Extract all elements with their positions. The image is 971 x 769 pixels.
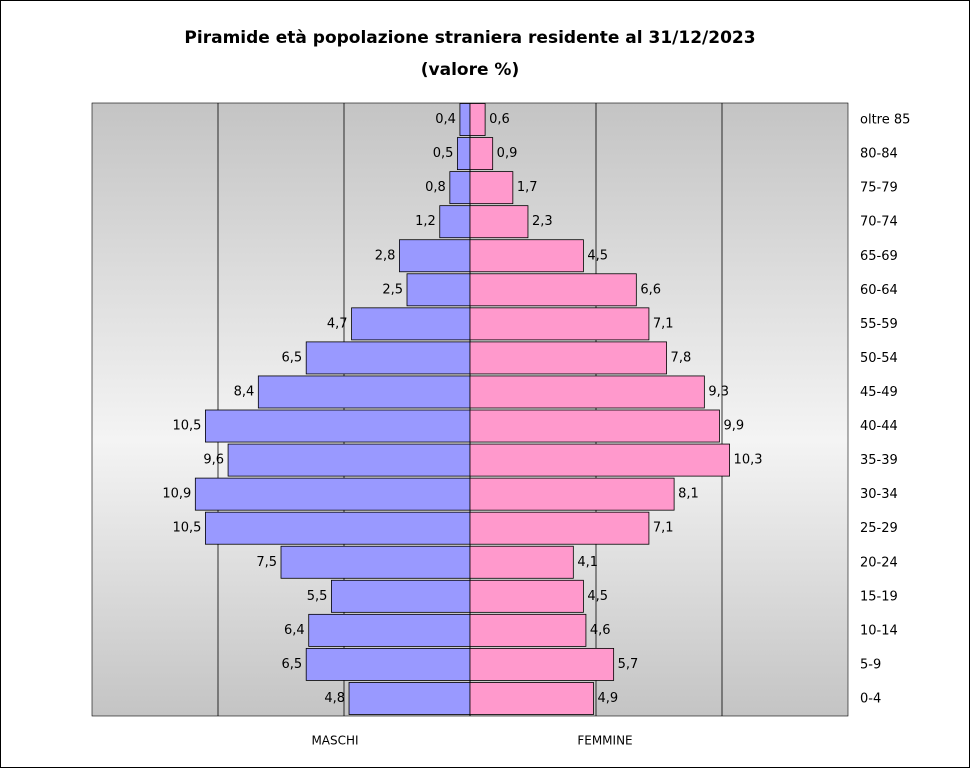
bar (204, 511, 471, 545)
bar (305, 647, 471, 681)
value-label: 8,4 (234, 384, 255, 399)
y-tick-label: 25-29 (860, 521, 898, 536)
bar (469, 647, 615, 681)
value-label: 4,1 (577, 555, 598, 570)
bar (469, 613, 587, 647)
bar (469, 307, 650, 341)
value-label: 5,5 (307, 589, 328, 604)
bar (280, 545, 471, 579)
value-label: 2,8 (375, 248, 396, 263)
bar (194, 477, 471, 511)
y-tick-label: 5-9 (860, 657, 881, 672)
value-label: 10,5 (172, 419, 201, 434)
bar (469, 545, 574, 579)
bar (469, 511, 650, 545)
y-tick-label: 0-4 (860, 691, 881, 706)
bar (469, 443, 730, 477)
value-label: 10,3 (734, 453, 763, 468)
value-label: 4,9 (597, 691, 618, 706)
bar (348, 682, 471, 715)
y-tick-label: 45-49 (860, 385, 898, 400)
y-tick-label: 15-19 (860, 589, 898, 604)
value-label: 9,9 (723, 419, 744, 434)
y-tick-label: 30-34 (860, 487, 898, 502)
legend-label: FEMMINE (577, 734, 632, 748)
bar (469, 579, 584, 613)
value-label: 1,2 (415, 214, 436, 229)
bar (469, 409, 720, 443)
bar (406, 273, 471, 307)
value-label: 6,6 (640, 282, 661, 297)
chart-title: Piramide età popolazione straniera resid… (184, 28, 755, 48)
value-label: 7,1 (653, 316, 674, 331)
bar (257, 375, 471, 409)
bar (469, 375, 705, 409)
value-label: 6,5 (282, 657, 303, 672)
y-tick-label: 60-64 (860, 283, 898, 298)
bar (456, 137, 471, 171)
bar (469, 341, 667, 375)
bar (351, 307, 471, 341)
value-label: 4,7 (327, 316, 348, 331)
value-label: 0,6 (489, 112, 510, 127)
y-tick-label: 55-59 (860, 317, 898, 332)
value-label: 6,4 (284, 623, 305, 638)
bar (204, 409, 471, 443)
value-label: 4,5 (587, 589, 608, 604)
value-label: 5,7 (618, 657, 639, 672)
y-tick-label: 35-39 (860, 453, 898, 468)
value-label: 1,7 (517, 180, 538, 195)
value-label: 9,6 (203, 453, 224, 468)
bar (449, 171, 471, 205)
value-label: 0,4 (435, 112, 456, 127)
value-label: 4,5 (587, 248, 608, 263)
value-label: 9,3 (708, 384, 729, 399)
value-label: 7,1 (653, 521, 674, 536)
bar (459, 103, 471, 136)
y-tick-label: 70-74 (860, 215, 898, 230)
value-label: 0,9 (497, 146, 518, 161)
y-tick-label: 10-14 (860, 623, 898, 638)
value-label: 7,8 (671, 350, 692, 365)
value-label: 0,8 (425, 180, 446, 195)
y-tick-label: 50-54 (860, 351, 898, 366)
bar (469, 239, 584, 273)
y-tick-label: 75-79 (860, 181, 898, 196)
bar (399, 239, 471, 273)
chart-subtitle: (valore %) (421, 60, 519, 80)
value-label: 6,5 (282, 350, 303, 365)
value-label: 2,3 (532, 214, 553, 229)
y-tick-label: 80-84 (860, 147, 898, 162)
value-label: 10,5 (172, 521, 201, 536)
y-tick-label: 20-24 (860, 555, 898, 570)
y-tick-label: oltre 85 (860, 113, 910, 128)
bar (330, 579, 471, 613)
bar (308, 613, 471, 647)
bar (469, 103, 486, 136)
bar (305, 341, 471, 375)
value-label: 4,6 (590, 623, 611, 638)
value-label: 2,5 (382, 282, 403, 297)
bar (469, 205, 529, 239)
value-label: 4,8 (324, 691, 345, 706)
y-tick-label: 40-44 (860, 419, 898, 434)
bar (469, 273, 637, 307)
bar (469, 171, 514, 205)
bar (439, 205, 471, 239)
bar (469, 137, 494, 171)
legend-label: MASCHI (311, 734, 358, 748)
value-label: 0,5 (433, 146, 454, 161)
bar (469, 477, 675, 511)
value-label: 8,1 (678, 487, 699, 502)
bar (469, 682, 594, 715)
bar (227, 443, 471, 477)
value-label: 7,5 (256, 555, 277, 570)
value-label: 10,9 (162, 487, 191, 502)
y-tick-label: 65-69 (860, 249, 898, 264)
